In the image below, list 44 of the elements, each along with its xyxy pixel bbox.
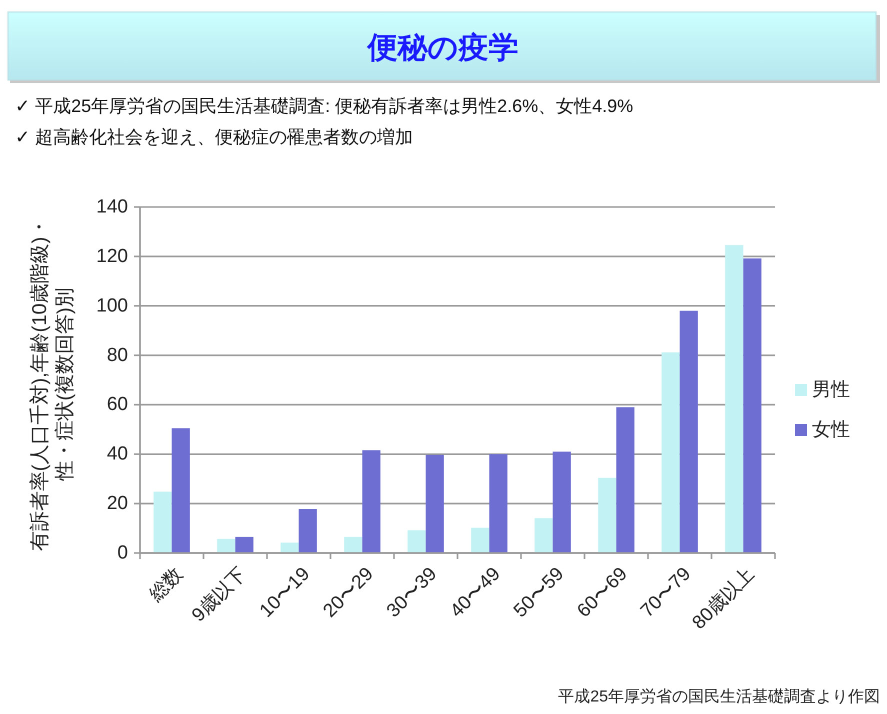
bar	[534, 518, 553, 553]
x-tick-label: 60〜69	[573, 564, 632, 622]
bar	[552, 452, 571, 553]
x-tick-label: 20〜29	[319, 564, 378, 622]
y-tick-label: 0	[117, 542, 128, 564]
bar	[344, 536, 362, 553]
bar	[598, 478, 616, 553]
bar	[362, 450, 380, 553]
bar	[298, 509, 317, 553]
x-tick-label: 30〜39	[382, 564, 442, 622]
bar	[680, 310, 698, 553]
y-tick-label: 120	[96, 246, 128, 267]
y-tick-label: 80	[106, 344, 128, 366]
bar	[616, 407, 634, 553]
legend-label: 男性	[812, 380, 850, 400]
bar	[471, 528, 490, 553]
y-tick-label: 60	[106, 394, 128, 416]
x-tick-label: 総数	[144, 564, 188, 606]
bar	[217, 538, 236, 553]
bar	[743, 258, 762, 553]
y-tick-label: 140	[96, 196, 128, 218]
bar	[154, 492, 172, 553]
x-tick-label: 9歳以下	[188, 564, 251, 626]
y-tick-label: 40	[106, 444, 128, 465]
y-tick-label: 100	[96, 295, 128, 316]
bar	[426, 454, 444, 553]
y-axis-title: 有訴者率(人口千対),年齢(10歳階級)・性・症状(複数回答)別	[29, 216, 76, 552]
x-tick-label: 50〜59	[510, 564, 568, 622]
bar	[662, 352, 680, 553]
x-tick-label: 40〜49	[446, 564, 505, 622]
bar	[489, 454, 508, 553]
bar	[172, 428, 190, 553]
bar	[408, 530, 426, 553]
x-tick-label: 10〜19	[256, 564, 314, 622]
bar	[235, 536, 254, 553]
bar	[725, 245, 744, 553]
text: 平成25年厚労省の国民生活基礎調査より作図	[558, 688, 880, 706]
chart-title: 便秘の疫学	[366, 32, 518, 64]
bar	[280, 542, 299, 553]
legend-label: 女性	[812, 420, 850, 440]
text: ✓ 超高齢化社会を迎え、便秘症の罹患者数の増加	[15, 127, 414, 147]
x-tick-label: 80歳以上	[688, 564, 759, 634]
y-tick-label: 20	[106, 493, 128, 514]
text: ✓ 平成25年厚労省の国民生活基礎調査: 便秘有訴者率は男性2.6%、女性4.9%	[15, 96, 634, 116]
